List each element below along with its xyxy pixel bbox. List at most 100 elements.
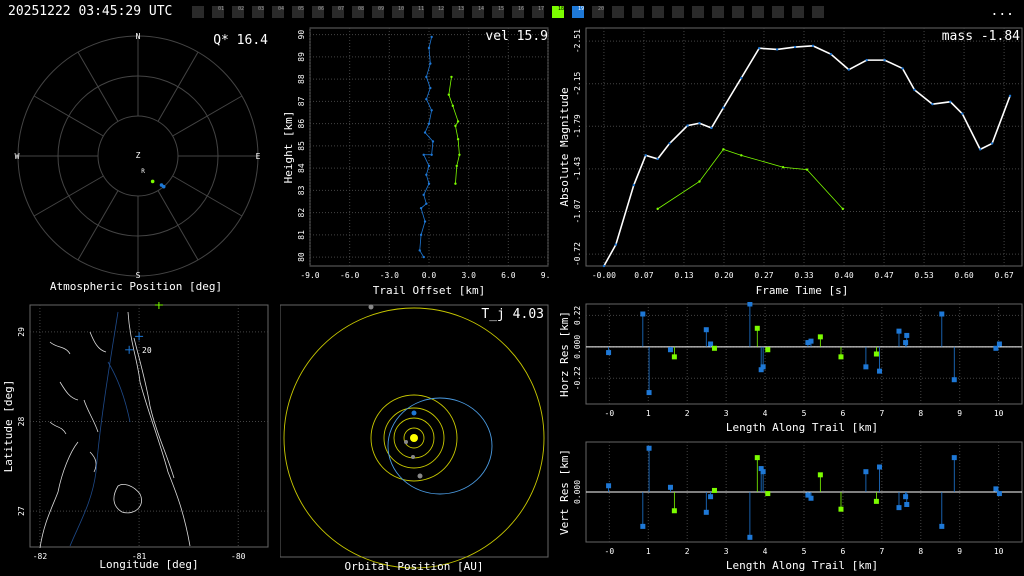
y-tick-label: 82 [297,208,306,218]
x-tick-label: 0.27 [754,271,773,280]
more-menu-button[interactable]: ... [990,4,1014,19]
data-point [698,122,701,125]
x-tick-label: -80 [231,552,246,561]
header-timestamp: 20251222 03:45:29 UTC [8,4,173,19]
frame-toggle[interactable]: 04 [272,6,284,18]
frame-toggle[interactable]: 05 [292,6,304,18]
x-tick-label: -0 [605,547,615,556]
residual-marker [747,534,753,540]
residual-marker [808,495,814,501]
frame-toggle[interactable] [792,6,804,18]
height-ylabel: Height [km] [282,111,295,184]
residual-marker [877,464,883,470]
data-point [722,106,725,109]
frame-toggle[interactable]: 08 [352,6,364,18]
x-tick-label: 4 [763,547,768,556]
frame-toggle[interactable]: 02 [232,6,244,18]
vert-ticks: -0 1 2 3 4 5 6 7 8 9 10 0.000 [573,480,1004,556]
data-point [447,93,451,96]
data-point [811,44,815,48]
x-tick-label: 0.67 [994,271,1013,280]
series-line [657,148,844,210]
frame-toggle[interactable]: 14 [472,6,484,18]
x-tick-label: 0.33 [794,271,813,280]
residual-marker [896,328,902,334]
data-point [430,35,433,39]
sky-spoke [77,190,119,261]
residual-marker [877,368,883,374]
coastline-shapes [39,311,191,549]
residual-marker [996,491,1002,497]
data-point [427,182,431,185]
frame-toggle[interactable] [632,6,644,18]
x-tick-label: 1 [646,409,651,418]
frame-toggle[interactable] [692,6,704,18]
vert-grid [586,442,1022,542]
mag-series [602,44,1012,268]
frame-toggle[interactable]: 10 [392,6,404,18]
frame-toggle[interactable]: 11 [412,6,424,18]
frame-toggle[interactable]: 12 [432,6,444,18]
y-tick-label: 88 [297,74,306,84]
x-tick-label: 0.40 [834,271,853,280]
residual-marker [903,340,909,346]
q-star-value: Q* 16.4 [213,33,268,48]
residual-marker [873,351,879,357]
residual-marker [805,492,811,498]
x-tick-label: 0.07 [634,271,653,280]
frame-toggle[interactable] [652,6,664,18]
compass-north: N [136,32,141,41]
horz-grid [586,304,1022,404]
frame-toggle[interactable]: 07 [332,6,344,18]
frame-toggle[interactable] [732,6,744,18]
data-point [455,164,458,168]
frame-toggle[interactable]: 13 [452,6,464,18]
frame-toggle[interactable] [712,6,724,18]
frame-toggle[interactable]: 20 [592,6,604,18]
frame-toggle[interactable]: 18 [552,6,564,18]
data-point [422,193,425,197]
frame-toggle[interactable]: 01 [212,6,224,18]
x-tick-label: 6 [841,547,846,556]
x-tick-label: 0.47 [874,271,893,280]
x-tick-label: 5 [802,547,807,556]
residual-marker [708,341,714,347]
frame-toggle[interactable]: 06 [312,6,324,18]
residual-marker [903,494,909,500]
sky-spoke [157,190,199,261]
frame-toggle[interactable]: 17 [532,6,544,18]
residual-marker [838,354,844,360]
frame-toggle[interactable] [752,6,764,18]
data-point [419,233,423,237]
residual-marker [703,509,709,515]
data-point [686,124,689,127]
y-tick-label: -2.15 [573,71,582,95]
frame-toggle[interactable] [772,6,784,18]
frame-toggle[interactable]: 19 [572,6,584,18]
residual-marker [711,345,717,351]
horz-xlabel: Length Along Trail [km] [726,421,878,434]
frame-toggle[interactable] [812,6,824,18]
height-panel: -9.0 -6.0 -3.0 0.0 3.0 6.0 9.0 80 81 82 83 84 85 86 87… [282,27,550,297]
planet-marker-a [417,473,423,479]
data-point [454,182,457,185]
frame-toggle[interactable] [192,6,204,18]
frame-toggle[interactable] [612,6,624,18]
map-grid [30,305,268,547]
sky-polar-grid [17,35,259,277]
compass-east: E [256,152,261,161]
y-tick-label: 0.000 [573,335,582,359]
data-point [829,52,833,56]
mag-grid [586,28,1022,266]
residual-marker [863,469,869,475]
frame-toggle[interactable] [672,6,684,18]
frame-toggle[interactable]: 15 [492,6,504,18]
x-tick-label: -3.0 [380,271,399,280]
residual-marker [996,341,1002,347]
atmospheric-position-panel: Q* 16.4 N S E W Z R Atmospheric Position… [15,32,269,293]
data-point [422,153,425,156]
x-tick-label: 0.53 [914,271,933,280]
frame-toggle[interactable]: 16 [512,6,524,18]
frame-toggle[interactable]: 09 [372,6,384,18]
frame-toggle[interactable]: 03 [252,6,264,18]
